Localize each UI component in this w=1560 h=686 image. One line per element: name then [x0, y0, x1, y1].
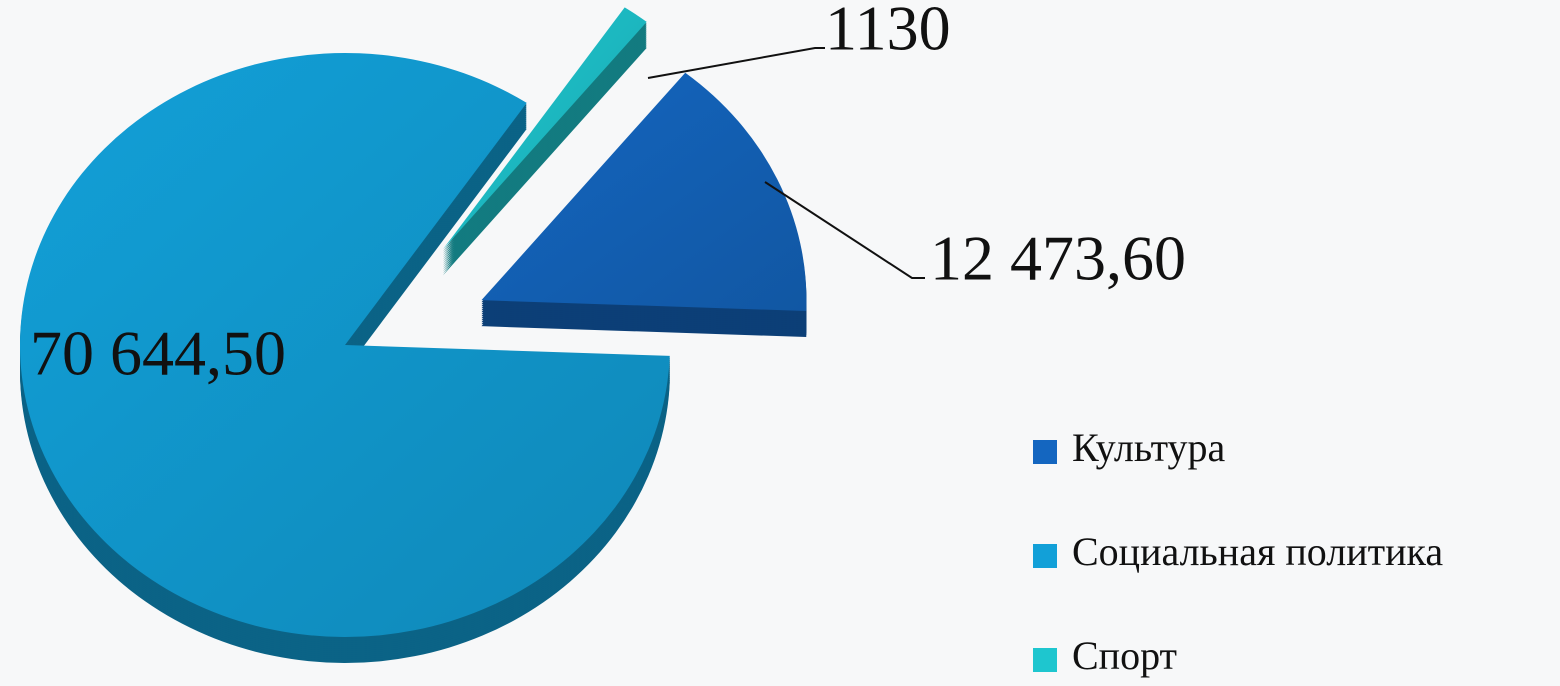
- slice: [442, 7, 647, 250]
- legend-label: Культура: [1072, 425, 1226, 470]
- legend-swatch: [1033, 544, 1057, 568]
- legend-swatch: [1033, 440, 1057, 464]
- leader-line: [764, 181, 925, 279]
- slice: [481, 72, 807, 312]
- leader-line: [647, 47, 825, 79]
- data-label: 70 644,50: [30, 318, 286, 389]
- data-label: 12 473,60: [930, 223, 1186, 294]
- slice: [20, 53, 670, 638]
- data-label: 1130: [825, 0, 951, 64]
- legend-label: Спорт: [1072, 633, 1177, 678]
- legend-label: Социальная политика: [1072, 529, 1443, 574]
- legend-swatch: [1033, 648, 1057, 672]
